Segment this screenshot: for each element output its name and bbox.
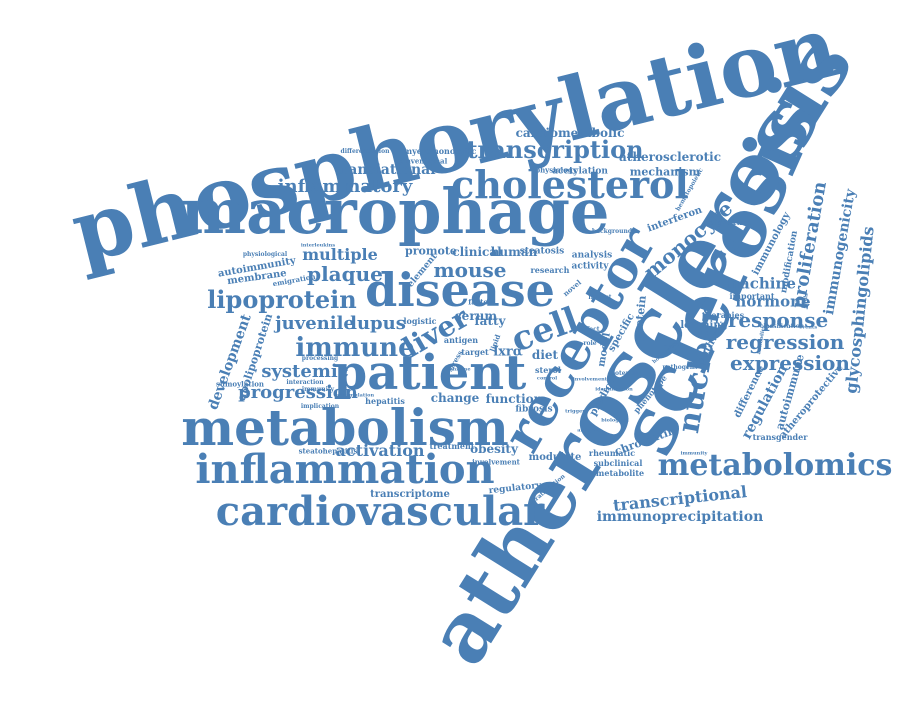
word: interaction [286, 379, 324, 386]
word: trigger [565, 408, 585, 415]
word: impact [588, 294, 612, 301]
word: analysis [571, 250, 613, 261]
word: subclinical [593, 458, 643, 468]
word: immunity [301, 386, 335, 393]
word: sumoylation [215, 379, 265, 389]
word: disease [365, 263, 555, 317]
word: logistic [403, 316, 437, 326]
word: hepatitis [365, 396, 405, 406]
word: promote [405, 244, 457, 258]
word: hormone [735, 292, 811, 311]
word: potential [610, 370, 642, 377]
word: events [798, 324, 818, 331]
word: metabolism [181, 398, 509, 457]
word: conventional [396, 156, 448, 166]
word: rheumatic [588, 448, 636, 458]
word: research [530, 265, 570, 275]
word: treatment [429, 441, 475, 451]
word: patient [333, 345, 527, 401]
word: metabolomics [657, 448, 893, 483]
word: inflammation [195, 446, 495, 493]
word: plaque [307, 262, 383, 286]
word: response [727, 308, 829, 332]
word: therapies [701, 310, 745, 320]
word: factor [468, 297, 492, 307]
word: change [430, 391, 480, 405]
word: signature [708, 217, 752, 227]
word: control [536, 375, 558, 382]
word: translational [334, 162, 436, 178]
word: accumulation [335, 392, 375, 399]
word: cardiovascular [215, 488, 545, 535]
word: antigen [577, 427, 599, 434]
word: role [583, 340, 597, 347]
word: function [485, 392, 543, 406]
word: mechanism [629, 165, 701, 179]
word: pathogens [662, 364, 698, 371]
word: regression [725, 330, 845, 354]
word: processing [301, 355, 339, 362]
word: atherosclerotic [619, 150, 721, 164]
word: lxrα [493, 344, 523, 360]
word: modulate [528, 452, 582, 463]
word: inflammatory [277, 176, 413, 197]
word: enzyme [449, 366, 471, 373]
word: classification [759, 323, 805, 330]
word: immune [295, 333, 415, 363]
word: transgender [752, 432, 808, 442]
word: differentiation [340, 148, 390, 155]
word: sterol [535, 365, 561, 375]
word: physiology [535, 165, 577, 175]
word: steatohepatitis [298, 446, 358, 456]
word: transcriptome [370, 489, 450, 500]
word: background [591, 228, 633, 235]
word: fibrosis [515, 404, 553, 415]
word: progression [238, 382, 358, 403]
word: myelomonocytic [403, 146, 477, 156]
word: steatosis [519, 246, 565, 257]
word: cardiometabolic [515, 126, 625, 140]
word: obesity [470, 442, 518, 456]
word: diet [531, 348, 559, 362]
word: implication [300, 403, 340, 410]
word: effect [580, 326, 600, 333]
word: transcription [466, 135, 644, 164]
word: clinical [452, 245, 502, 259]
word: antigen [443, 335, 479, 345]
word: activation [335, 441, 425, 460]
word: physiological [242, 251, 288, 258]
word: involvement [472, 457, 520, 467]
word: immunity [680, 450, 708, 457]
word: important [729, 291, 775, 301]
word: juvenile [275, 313, 355, 334]
word: lipoprotein [207, 285, 357, 314]
word: serum [454, 309, 498, 323]
word: activity [571, 261, 609, 272]
word: immunoprecipitation [596, 509, 764, 525]
word: lupus [350, 313, 406, 334]
word: expression [730, 351, 850, 375]
word: learning [680, 320, 728, 331]
word: identification [595, 386, 633, 393]
word: human [490, 245, 538, 259]
word: interleukins [300, 242, 336, 249]
word: cholesterol [451, 162, 689, 207]
word: biological [601, 417, 629, 424]
word: macrophage [180, 175, 610, 248]
word: systemic [261, 361, 349, 382]
word: multiple [302, 245, 378, 264]
word: mouse [433, 258, 507, 282]
word: acetylation [552, 166, 608, 177]
word: fatty [474, 314, 506, 328]
word: metabolite [595, 468, 645, 478]
word: involvement [572, 376, 608, 383]
word: machine [724, 274, 796, 293]
word: target [461, 347, 489, 357]
